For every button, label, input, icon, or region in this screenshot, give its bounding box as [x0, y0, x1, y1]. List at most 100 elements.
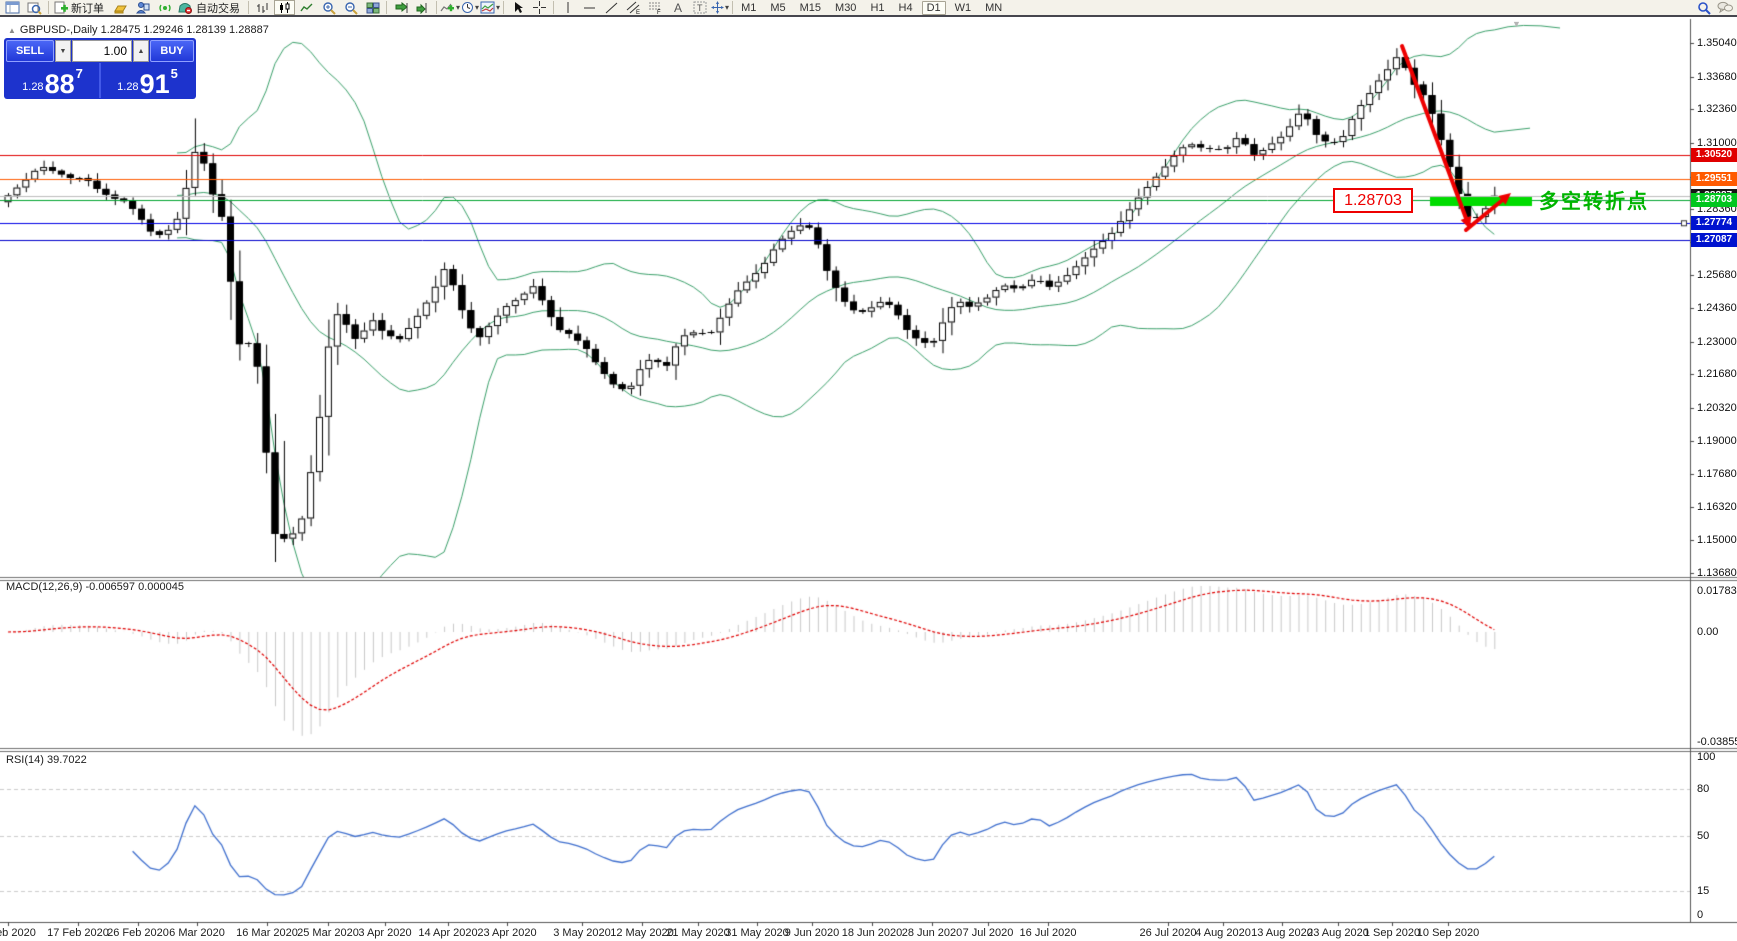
svg-text:F: F	[657, 10, 661, 14]
vertical-line-icon[interactable]	[557, 0, 578, 15]
tile-windows-icon[interactable]	[362, 0, 383, 15]
text-icon[interactable]: A	[667, 0, 688, 15]
rsi-axis-label: 50	[1697, 830, 1710, 842]
timeframe-D1[interactable]: D1	[921, 0, 946, 15]
autotrading-button[interactable]: 自动交易	[176, 0, 245, 15]
toolbar-separator	[248, 1, 249, 14]
rsi-title: RSI(14)	[6, 754, 44, 766]
date-label: 23 Aug 2020	[1307, 927, 1369, 939]
cursor-icon[interactable]	[507, 0, 528, 15]
price-tick: 1.15000	[1697, 534, 1737, 547]
volume-input[interactable]: 1.00	[72, 40, 132, 62]
timeframe-W1[interactable]: W1	[954, 1, 972, 14]
date-label: 21 May 2020	[666, 927, 730, 939]
date-label: 7 Feb 2020	[0, 927, 36, 939]
toolbar-separator	[732, 1, 734, 14]
auto-scroll-icon[interactable]	[390, 0, 411, 15]
buy-price-sup: 5	[170, 66, 178, 81]
buy-price[interactable]: 1.28 91 5	[101, 63, 194, 98]
timeframe-M15[interactable]: M15	[799, 1, 822, 14]
strategy-tester-icon[interactable]	[154, 0, 175, 15]
timeframe-H4[interactable]: H4	[898, 1, 913, 14]
market-watch-icon[interactable]	[24, 0, 45, 15]
sell-button[interactable]: SELL	[6, 40, 54, 62]
terminal-icon[interactable]	[132, 0, 153, 15]
macd-title: MACD(12,26,9)	[6, 581, 83, 593]
toolbar-separator	[436, 1, 437, 14]
price-tick: 1.24360	[1697, 301, 1737, 314]
volume-increase-button[interactable]: ▲	[133, 40, 149, 62]
date-label: 14 Apr 2020	[418, 927, 478, 939]
zoom-in-icon[interactable]	[318, 0, 339, 15]
symbol-header[interactable]: ▲ GBPUSD-,Daily 1.28475 1.29246 1.28139 1…	[8, 24, 269, 36]
timeframe-M5[interactable]: M5	[770, 1, 786, 14]
search-icon[interactable]	[1697, 1, 1711, 20]
price-tick: 1.32360	[1697, 103, 1737, 116]
macd-values: -0.006597 0.000045	[85, 581, 184, 593]
date-label: 26 Jul 2020	[1139, 927, 1197, 939]
macd-axis-label: 0.00	[1697, 626, 1719, 638]
collapse-triangle-icon[interactable]: ▲	[8, 26, 16, 35]
new-order-button[interactable]: 新订单	[52, 0, 109, 15]
sell-price[interactable]: 1.28 88 7	[6, 63, 99, 98]
scroll-end-marker-icon[interactable]: ▼	[1512, 19, 1521, 29]
price-badge: 1.27774	[1691, 216, 1737, 231]
toolbar-separator	[503, 1, 505, 14]
price-annotation-box[interactable]: 1.28703	[1333, 188, 1413, 213]
chart-window-icon[interactable]	[2, 0, 23, 15]
date-label: 6 Mar 2020	[169, 927, 225, 939]
autotrading-label: 自动交易	[196, 2, 240, 15]
trendline-icon[interactable]	[601, 0, 622, 15]
price-tick: 1.17680	[1697, 467, 1737, 480]
timeframe-M30[interactable]: M30	[835, 1, 857, 14]
templates-button[interactable]: ▾	[480, 0, 500, 15]
timeframe-group: M1 M5 M15 M30 H1 H4 D1 W1 MN	[736, 0, 1007, 15]
chevron-down-icon: ▾	[456, 3, 461, 12]
new-order-label: 新订单	[71, 2, 104, 15]
price-tick: 1.23000	[1697, 335, 1737, 348]
buy-button[interactable]: BUY	[150, 40, 194, 62]
indicators-button[interactable]: ▾	[440, 0, 460, 15]
arrows-button[interactable]: ▾	[711, 0, 729, 15]
date-label: 3 Apr 2020	[358, 927, 412, 939]
toolbar-separator	[48, 1, 49, 14]
price-tick: 1.20320	[1697, 402, 1737, 415]
price-tick: 1.35040	[1697, 37, 1737, 49]
date-label: 10 Sep 2020	[1416, 927, 1480, 939]
date-label: 7 Jul 2020	[962, 927, 1014, 939]
price-tick: 1.19000	[1697, 434, 1737, 447]
rsi-axis-label: 0	[1697, 909, 1704, 921]
sell-price-big: 88	[44, 69, 75, 99]
price-tick: 1.21680	[1697, 368, 1737, 381]
community-chat-icon[interactable]	[1717, 1, 1733, 20]
svg-text:A: A	[674, 1, 682, 14]
chart-shift-icon[interactable]	[412, 0, 433, 15]
volume-decrease-button[interactable]: ▼	[55, 40, 71, 62]
turning-point-annotation[interactable]: 多空转折点	[1539, 191, 1649, 213]
rsi-axis-label: 80	[1697, 783, 1710, 795]
rsi-axis-label: 100	[1697, 751, 1716, 763]
buy-price-big: 91	[139, 69, 170, 99]
timeframe-H1[interactable]: H1	[870, 1, 885, 14]
rsi-axis-label: 15	[1697, 885, 1710, 897]
fibonacci-icon[interactable]: F	[645, 0, 666, 15]
equidistant-channel-icon[interactable]: E	[623, 0, 644, 15]
date-label: 23 Apr 2020	[477, 927, 537, 939]
svg-text:T: T	[697, 3, 703, 13]
zoom-out-icon[interactable]	[340, 0, 361, 15]
horizontal-line-icon[interactable]	[579, 0, 600, 15]
price-badge: 1.27087	[1691, 233, 1737, 248]
toolbar-separator	[386, 1, 387, 14]
periods-button[interactable]: ▾	[461, 0, 479, 15]
text-label-icon[interactable]: T	[689, 0, 710, 15]
bar-chart-mode-icon[interactable]	[252, 0, 273, 15]
candle-chart-mode-icon[interactable]	[274, 0, 295, 15]
date-label: 9 Jun 2020	[784, 927, 840, 939]
timeframe-MN[interactable]: MN	[985, 1, 1003, 14]
timeframe-M1[interactable]: M1	[741, 1, 757, 14]
line-chart-mode-icon[interactable]	[296, 0, 317, 15]
metaeditor-icon[interactable]	[110, 0, 131, 15]
crosshair-icon[interactable]	[529, 0, 550, 15]
